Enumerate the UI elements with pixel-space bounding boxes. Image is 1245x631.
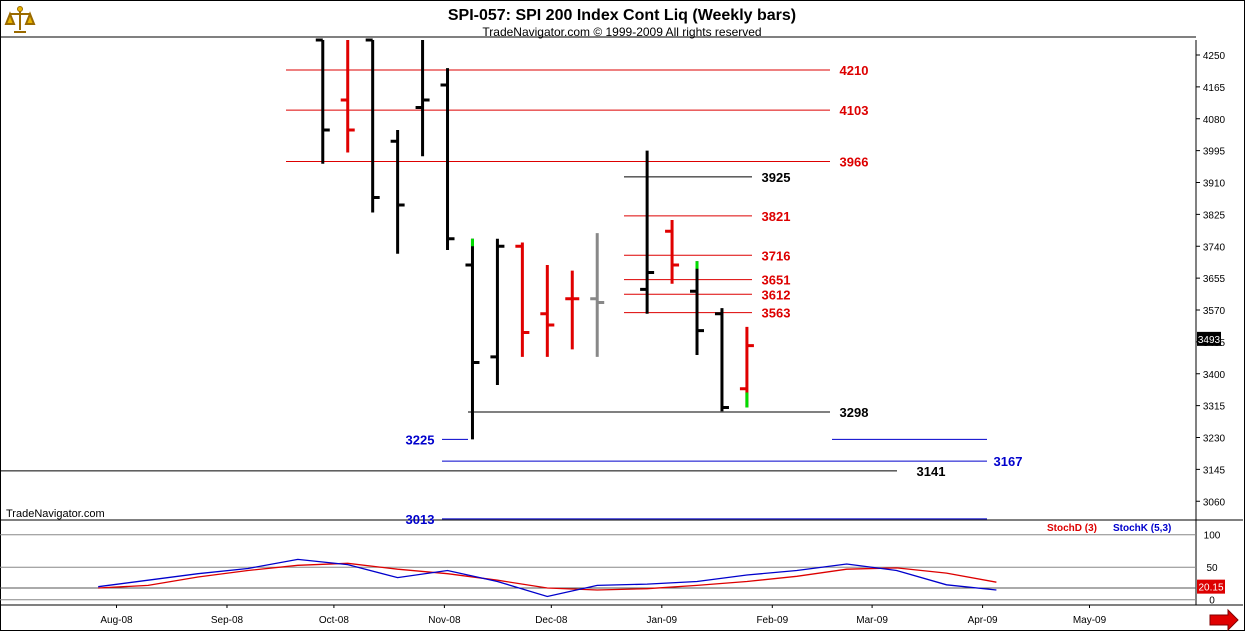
y-tick-label: 3655 — [1203, 274, 1226, 285]
ohlc-bar — [640, 150, 655, 314]
ohlc-bar — [690, 261, 705, 355]
stochastic-panel: 100 50 0 20.15 StochD (3) StochK (5,3) — [0, 523, 1225, 607]
stoch-legend-entry: StochK (5,3) — [1113, 523, 1171, 534]
x-tick-label: Dec-08 — [535, 615, 568, 626]
y-tick-label: 3740 — [1203, 242, 1226, 253]
level-label: 4210 — [840, 63, 869, 78]
level-label: 3612 — [762, 287, 791, 302]
ohlc-bar — [714, 308, 729, 412]
ohlc-bar — [415, 40, 430, 157]
x-tick-label: Feb-09 — [756, 615, 788, 626]
level-label: 3167 — [994, 454, 1023, 469]
ohlc-bar — [515, 242, 530, 357]
y-tick-label: 3910 — [1203, 179, 1226, 190]
level-label: 3651 — [762, 273, 791, 288]
level-label: 3563 — [762, 306, 791, 321]
level-label: 3716 — [762, 248, 791, 263]
x-tick-label: Jan-09 — [647, 615, 678, 626]
level-label: 3141 — [917, 464, 946, 479]
level-label: 3225 — [406, 432, 435, 447]
chart-copyright: TradeNavigator.com © 1999-2009 All right… — [482, 25, 761, 39]
ohlc-bar — [565, 270, 580, 350]
x-axis: Aug-08 Sep-08 Oct-08 Nov-08 Dec-08 Jan-09 Feb-… — [100, 605, 1107, 626]
y-tick-label: 4250 — [1203, 51, 1226, 62]
x-tick-label: Apr-09 — [968, 615, 998, 626]
y-tick-label: 3400 — [1203, 370, 1226, 381]
ohlc-bar — [490, 238, 505, 385]
scroll-right-arrow-icon[interactable] — [1209, 608, 1239, 631]
level-label: 4103 — [840, 103, 869, 118]
level-label: 3013 — [406, 512, 435, 527]
stoch-y-tick-label: 50 — [1206, 563, 1218, 574]
ohlc-bar — [315, 38, 330, 164]
level-label: 3298 — [840, 405, 869, 420]
y-tick-label: 3825 — [1203, 210, 1226, 221]
ohlc-bar — [390, 130, 405, 254]
x-tick-label: Aug-08 — [100, 615, 133, 626]
stoch-last-box — [1197, 579, 1225, 594]
x-tick-label: Mar-09 — [856, 615, 888, 626]
x-tick-label: Oct-08 — [319, 615, 349, 626]
stoch-series-line — [98, 558, 997, 598]
last-price-label: 3493 — [1198, 335, 1221, 346]
ohlc-bar — [540, 265, 555, 357]
x-tick-label: Nov-08 — [428, 615, 461, 626]
chart-header: SPI-057: SPI 200 Index Cont Liq (Weekly … — [4, 4, 796, 520]
ohlc-bars — [315, 38, 754, 440]
stoch-y-tick-label: 100 — [1204, 531, 1221, 542]
y-tick-label: 3060 — [1203, 497, 1226, 508]
ohlc-bar — [465, 238, 480, 440]
y-tick-label: 3995 — [1203, 147, 1226, 158]
ohlc-bar — [440, 68, 455, 250]
stoch-series-line — [98, 562, 997, 591]
scales-icon[interactable] — [4, 4, 36, 36]
watermark-text: TradeNavigator.com — [6, 508, 105, 520]
y-tick-label: 3230 — [1203, 434, 1226, 445]
x-tick-label: May-09 — [1073, 615, 1107, 626]
ohlc-bar — [340, 40, 355, 153]
y-tick-label: 3315 — [1203, 402, 1226, 413]
stoch-legend-entry: StochD (3) — [1047, 523, 1097, 534]
y-tick-label: 4080 — [1203, 115, 1226, 126]
y-tick-label: 3570 — [1203, 306, 1226, 317]
level-label: 3925 — [762, 170, 791, 185]
ohlc-bar — [590, 233, 605, 357]
y-tick-label: 3145 — [1203, 465, 1226, 476]
chart-title: SPI-057: SPI 200 Index Cont Liq (Weekly … — [448, 7, 796, 24]
ohlc-bar — [665, 220, 680, 284]
stoch-y-tick-label: 0 — [1209, 596, 1215, 607]
y-tick-label: 4165 — [1203, 83, 1226, 94]
stoch-last-label: 20.15 — [1198, 583, 1223, 594]
level-label: 3821 — [762, 209, 791, 224]
level-label: 3966 — [840, 155, 869, 170]
x-tick-label: Sep-08 — [211, 615, 244, 626]
ohlc-bar — [365, 38, 380, 213]
last-price-box — [1197, 331, 1221, 346]
